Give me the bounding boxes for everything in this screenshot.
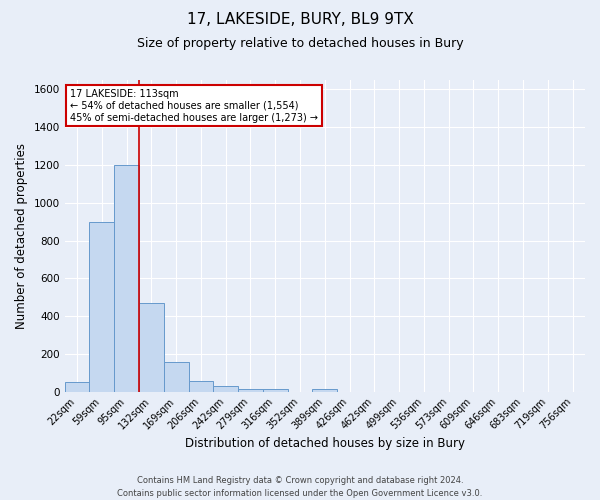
Bar (114, 165, 139, 392)
Bar (313, 389, 337, 392)
Bar (214, 386, 238, 392)
Bar (65, 382, 89, 392)
Bar (238, 389, 263, 392)
Y-axis label: Number of detached properties: Number of detached properties (15, 143, 28, 329)
Text: Contains HM Land Registry data © Crown copyright and database right 2024.
Contai: Contains HM Land Registry data © Crown c… (118, 476, 482, 498)
Bar (164, 362, 188, 392)
Text: 17, LAKESIDE, BURY, BL9 9TX: 17, LAKESIDE, BURY, BL9 9TX (187, 12, 413, 28)
Bar (139, 303, 164, 392)
Bar (188, 382, 214, 392)
X-axis label: Distribution of detached houses by size in Bury: Distribution of detached houses by size … (185, 437, 465, 450)
Text: 17 LAKESIDE: 113sqm
← 54% of detached houses are smaller (1,554)
45% of semi-det: 17 LAKESIDE: 113sqm ← 54% of detached ho… (70, 90, 318, 122)
Bar (263, 389, 287, 392)
Bar (89, 222, 114, 392)
Text: Size of property relative to detached houses in Bury: Size of property relative to detached ho… (137, 38, 463, 51)
